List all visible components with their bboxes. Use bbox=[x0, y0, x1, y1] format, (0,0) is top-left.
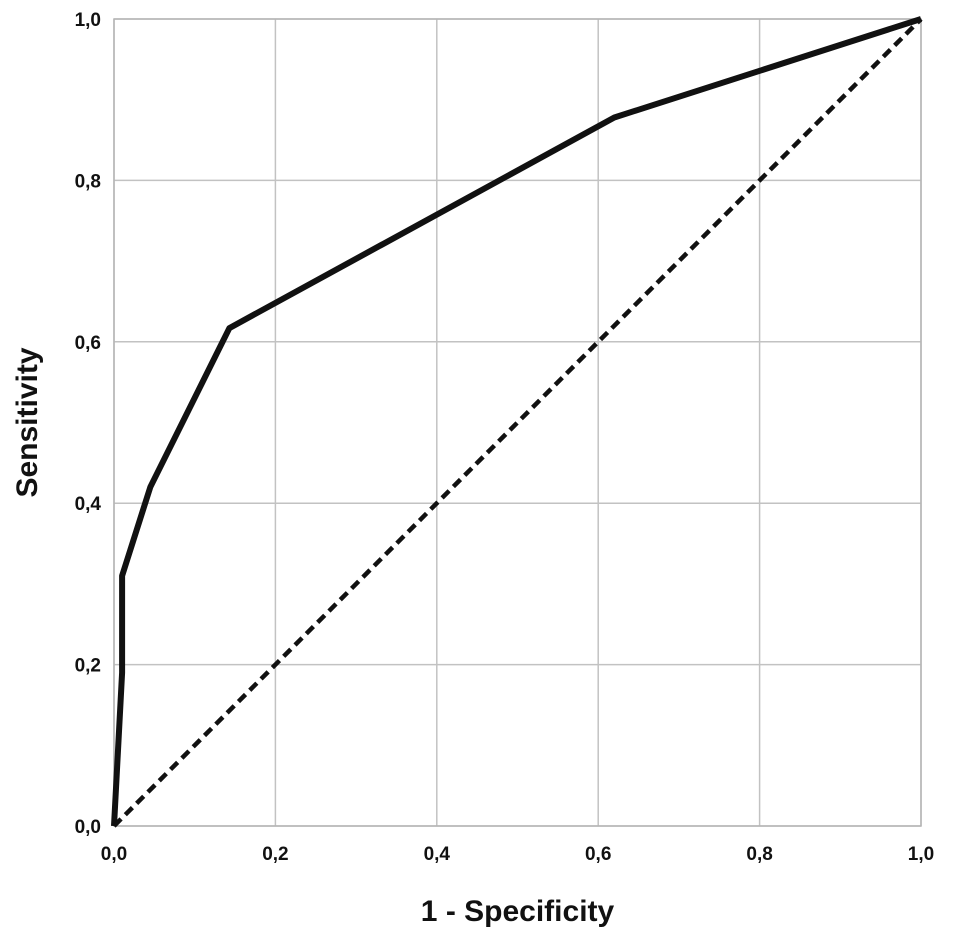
reference-diagonal-line bbox=[112, 17, 923, 828]
plot-frame bbox=[113, 18, 922, 827]
x-tick-label: 1,0 bbox=[908, 844, 934, 865]
x-tick-label: 0,0 bbox=[101, 844, 127, 865]
x-tick-label: 0,4 bbox=[424, 844, 451, 865]
x-axis-label: 1 - Specificity bbox=[421, 895, 615, 928]
y-tick-label: 0,6 bbox=[75, 333, 101, 354]
roc-curve-line bbox=[111, 16, 922, 827]
y-tick-labels: 0,0 0,2 0,4 0,6 0,8 1,0 bbox=[75, 10, 102, 838]
x-tick-label: 0,6 bbox=[585, 844, 611, 865]
grid bbox=[113, 18, 922, 827]
x-tick-label: 0,2 bbox=[262, 844, 288, 865]
y-tick-label: 1,0 bbox=[75, 10, 101, 31]
x-tick-labels: 0,0 0,2 0,4 0,6 0,8 1,0 bbox=[101, 844, 934, 865]
y-axis-label: Sensitivity bbox=[11, 347, 44, 497]
y-tick-label: 0,2 bbox=[75, 656, 101, 677]
x-tick-label: 0,8 bbox=[746, 844, 772, 865]
series-group bbox=[111, 16, 923, 828]
y-tick-label: 0,8 bbox=[75, 171, 101, 192]
y-tick-label: 0,4 bbox=[75, 494, 102, 515]
y-tick-label: 0,0 bbox=[75, 817, 101, 838]
